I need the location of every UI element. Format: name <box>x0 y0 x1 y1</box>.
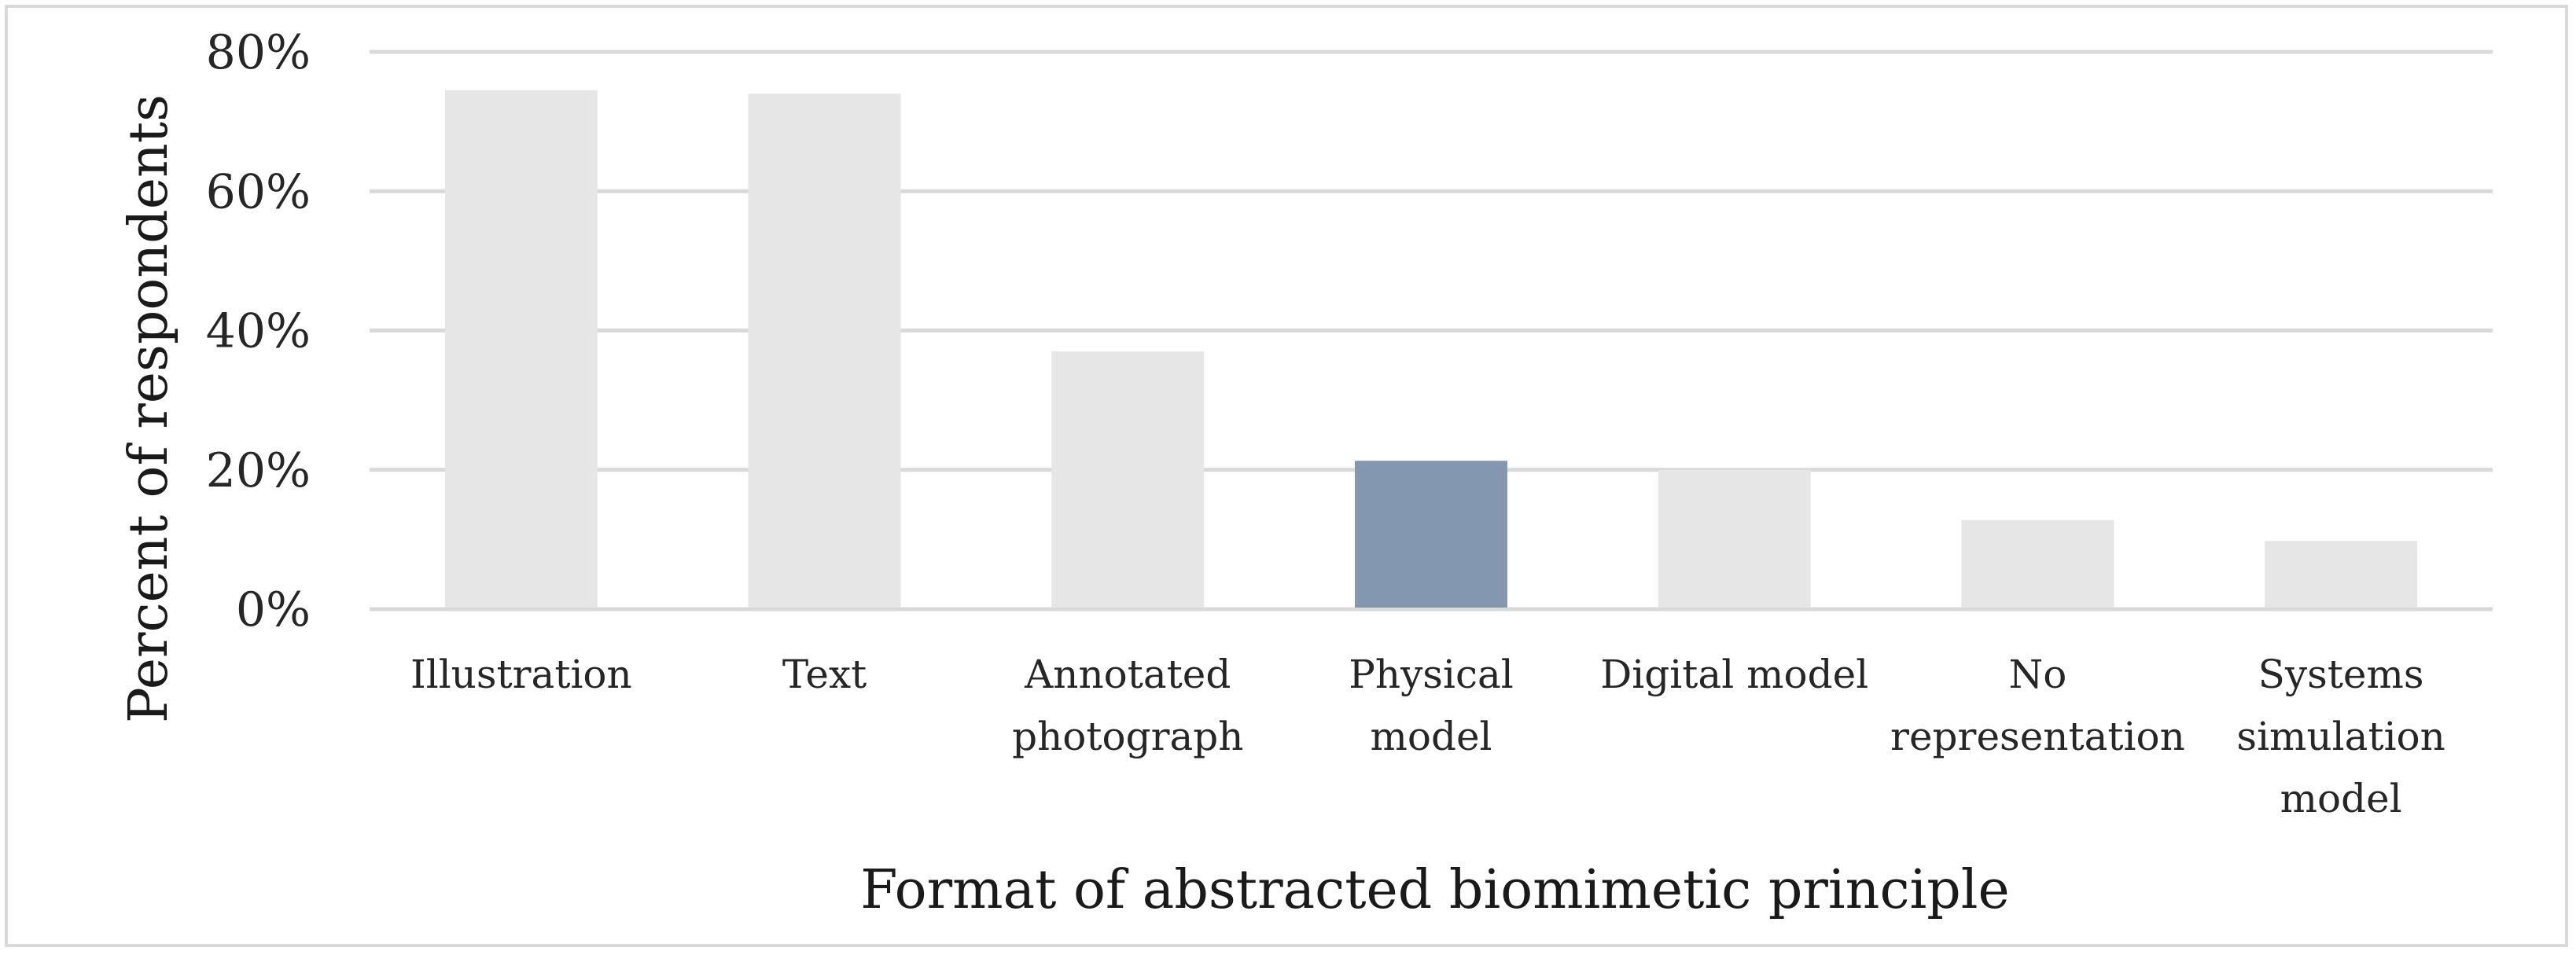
bar <box>2265 541 2418 608</box>
x-category-labels: Illustration Text Annotated photograph Physi… <box>410 652 2445 821</box>
y-tick-label: 80% <box>206 25 311 80</box>
x-category-label: Annotated photograph <box>1012 652 1243 759</box>
y-axis-title: Percent of respondents <box>118 94 180 723</box>
bar <box>1355 461 1507 608</box>
y-tick-label: 40% <box>206 304 311 359</box>
y-tick-label: 0% <box>236 582 311 637</box>
y-tick-label: 20% <box>206 443 311 498</box>
bar <box>1658 469 1811 608</box>
x-axis-title: Format of abstracted biomimetic principl… <box>860 859 2010 921</box>
bar <box>1051 351 1205 608</box>
y-tick-labels: 0% 20% 40% 60% 80% <box>206 25 311 637</box>
x-category-label: Text <box>782 652 867 697</box>
bar <box>748 94 901 608</box>
bars <box>444 90 2418 608</box>
x-category-label: Physical model <box>1349 652 1514 759</box>
chart-frame <box>5 5 2568 947</box>
bar <box>1961 520 2114 608</box>
bar <box>444 90 598 608</box>
x-category-label: Systems simulation model <box>2236 652 2445 821</box>
y-tick-label: 60% <box>206 164 311 219</box>
x-category-label: Digital model <box>1600 652 1868 697</box>
x-category-label: No representation <box>1890 652 2185 759</box>
x-category-label: Illustration <box>410 652 632 697</box>
